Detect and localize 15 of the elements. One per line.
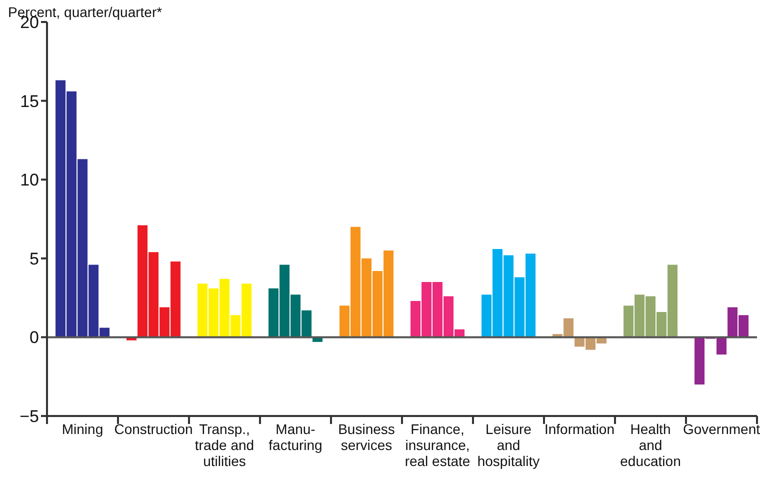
x-tick-label: Business services [338,421,395,453]
x-tick-label: Health and education [620,421,681,469]
y-tick-label: 15 [20,92,39,111]
x-tick-label: Transp., trade and utilities [194,421,254,469]
x-tick-label: Construction [114,421,193,437]
x-tick-label: Manu- facturing [268,421,322,453]
x-tick-label: Leisure and hospitality [477,421,540,469]
x-tick-label: Information [544,421,615,437]
y-tick-label: 5 [30,249,39,268]
x-tick-label: Mining [62,421,104,437]
y-tick-label: 10 [20,170,39,190]
y-tick-label: 0 [30,328,39,348]
x-tick-label: Finance, insurance, real estate [404,421,470,469]
x-tick-label: Government [682,421,760,437]
y-tick-label: −5 [20,407,39,426]
